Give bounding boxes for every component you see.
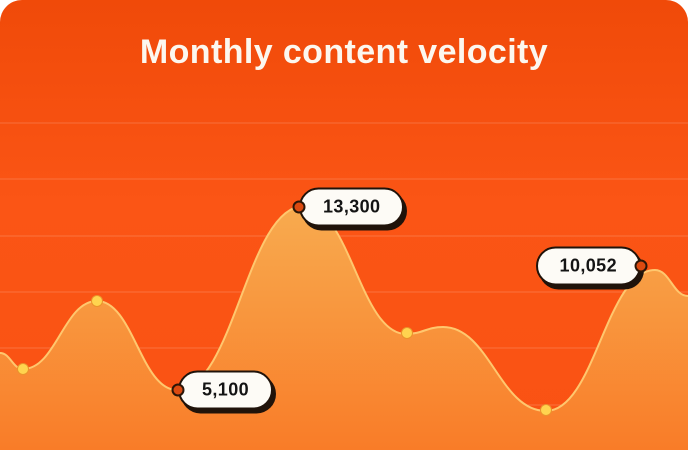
labeled-data-point-marker	[171, 383, 185, 397]
value-label-pill: 13,300	[299, 187, 405, 227]
area-series-fill	[0, 206, 688, 450]
data-point-marker	[91, 295, 103, 307]
chart-title: Monthly content velocity	[139, 33, 549, 71]
data-point-marker	[540, 404, 552, 416]
value-label-pill: 10,052	[535, 246, 641, 286]
labeled-data-point-marker	[292, 200, 306, 214]
value-label-pill: 5,100	[178, 370, 274, 410]
data-point-marker	[401, 327, 413, 339]
data-point-marker	[17, 363, 29, 375]
area-series-line	[0, 204, 688, 413]
labeled-data-point-marker	[634, 259, 648, 273]
